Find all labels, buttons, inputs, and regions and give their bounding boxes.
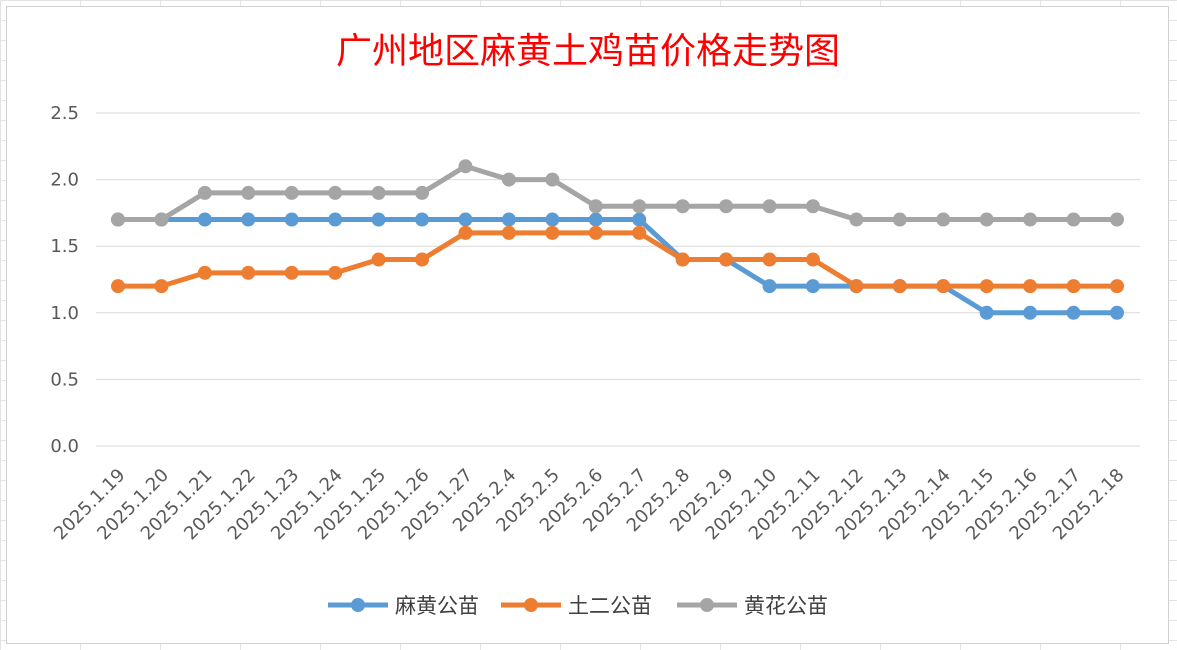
series-2	[111, 225, 1124, 294]
legend-item[interactable]: 土二公苗	[501, 594, 652, 618]
data-point[interactable]	[284, 212, 299, 227]
data-point[interactable]	[284, 185, 299, 200]
data-point[interactable]	[1110, 305, 1124, 320]
data-point[interactable]	[719, 199, 734, 214]
data-point[interactable]	[849, 212, 864, 227]
y-tick-label: 2.0	[50, 170, 79, 191]
data-point[interactable]	[588, 212, 603, 227]
legend-label: 麻黄公苗	[395, 594, 479, 618]
data-point[interactable]	[849, 279, 864, 294]
data-point[interactable]	[805, 279, 820, 294]
data-point[interactable]	[805, 252, 820, 267]
data-point[interactable]	[588, 199, 603, 214]
legend-marker	[700, 598, 714, 612]
legend-item[interactable]: 黄花公苗	[677, 594, 828, 618]
legend-item[interactable]: 麻黄公苗	[328, 594, 479, 618]
data-point[interactable]	[632, 212, 647, 227]
data-point[interactable]	[197, 212, 212, 227]
data-point[interactable]	[458, 212, 473, 227]
series-lines	[111, 159, 1124, 320]
series-line	[115, 230, 1120, 289]
data-point[interactable]	[762, 199, 777, 214]
data-point[interactable]	[241, 212, 256, 227]
data-point[interactable]	[371, 212, 386, 227]
legend-label: 土二公苗	[568, 594, 652, 618]
data-point[interactable]	[458, 159, 473, 174]
data-point[interactable]	[241, 265, 256, 280]
data-point[interactable]	[328, 185, 343, 200]
series-line	[115, 217, 1120, 316]
data-point[interactable]	[979, 305, 994, 320]
y-tick-label: 2.5	[50, 103, 79, 124]
data-point[interactable]	[979, 212, 994, 227]
data-point[interactable]	[1066, 305, 1081, 320]
data-point[interactable]	[328, 212, 343, 227]
data-point[interactable]	[328, 265, 343, 280]
data-point[interactable]	[805, 199, 820, 214]
data-point[interactable]	[936, 279, 951, 294]
data-point[interactable]	[111, 212, 125, 227]
data-point[interactable]	[1110, 212, 1124, 227]
y-tick-label: 0.0	[50, 436, 79, 457]
chart-area[interactable]: 广州地区麻黄土鸡苗价格走势图 0.0 0.5 1.0 1.5 2.0 2.5 2025.1…	[6, 6, 1169, 644]
data-point[interactable]	[545, 212, 560, 227]
y-tick-label: 1.0	[50, 303, 79, 324]
legend: 麻黄公苗 土二公苗 黄花公苗	[328, 594, 828, 618]
data-point[interactable]	[675, 199, 690, 214]
data-point[interactable]	[1023, 212, 1038, 227]
legend-label: 黄花公苗	[744, 594, 828, 618]
data-point[interactable]	[501, 172, 516, 187]
y-tick-label: 0.5	[50, 369, 79, 390]
data-point[interactable]	[545, 225, 560, 240]
data-point[interactable]	[111, 279, 125, 294]
data-point[interactable]	[979, 279, 994, 294]
chart-title: 广州地区麻黄土鸡苗价格走势图	[336, 31, 840, 72]
data-point[interactable]	[154, 212, 169, 227]
y-axis-ticks: 0.0 0.5 1.0 1.5 2.0 2.5	[50, 103, 79, 457]
data-point[interactable]	[762, 252, 777, 267]
gridlines	[96, 112, 1140, 447]
data-point[interactable]	[197, 185, 212, 200]
data-point[interactable]	[892, 212, 907, 227]
legend-marker	[351, 598, 365, 612]
data-point[interactable]	[1023, 279, 1038, 294]
data-point[interactable]	[458, 225, 473, 240]
data-point[interactable]	[1066, 279, 1081, 294]
data-point[interactable]	[241, 185, 256, 200]
data-point[interactable]	[588, 225, 603, 240]
data-point[interactable]	[632, 199, 647, 214]
data-point[interactable]	[1066, 212, 1081, 227]
data-point[interactable]	[936, 212, 951, 227]
data-point[interactable]	[501, 225, 516, 240]
legend-marker	[524, 598, 538, 612]
y-tick-label: 1.5	[50, 236, 79, 257]
data-point[interactable]	[415, 185, 430, 200]
data-point[interactable]	[545, 172, 560, 187]
data-point[interactable]	[154, 279, 169, 294]
data-point[interactable]	[284, 265, 299, 280]
series-1	[111, 212, 1124, 320]
line-chart: 广州地区麻黄土鸡苗价格走势图 0.0 0.5 1.0 1.5 2.0 2.5 2025.1…	[50, 31, 1140, 618]
data-point[interactable]	[371, 252, 386, 267]
data-point[interactable]	[719, 252, 734, 267]
series-3	[111, 159, 1124, 227]
data-point[interactable]	[415, 252, 430, 267]
data-point[interactable]	[415, 212, 430, 227]
data-point[interactable]	[892, 279, 907, 294]
data-point[interactable]	[371, 185, 386, 200]
data-point[interactable]	[197, 265, 212, 280]
series-line	[115, 163, 1120, 223]
data-point[interactable]	[675, 252, 690, 267]
data-point[interactable]	[501, 212, 516, 227]
x-axis-ticks: 2025.1.192025.1.202025.1.212025.1.222025…	[50, 465, 1129, 545]
data-point[interactable]	[1023, 305, 1038, 320]
data-point[interactable]	[762, 279, 777, 294]
data-point[interactable]	[1110, 279, 1124, 294]
data-point[interactable]	[632, 225, 647, 240]
